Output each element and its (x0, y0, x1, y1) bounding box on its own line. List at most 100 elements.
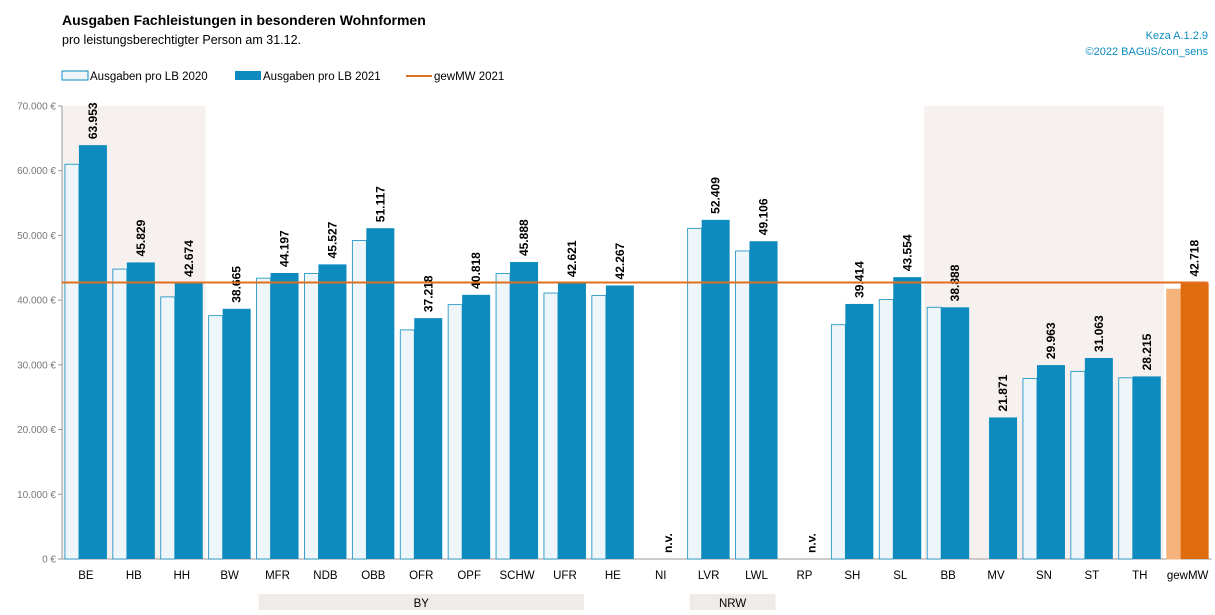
x-tick-label: HE (605, 570, 621, 582)
value-label: n.v. (661, 533, 675, 553)
x-tick-label: ST (1084, 570, 1099, 582)
bar-2020 (1070, 370, 1086, 560)
x-tick-label: TH (1132, 570, 1147, 582)
x-tick-label: LWL (745, 570, 768, 582)
bar-2021 (414, 318, 443, 559)
value-label: 43.554 (900, 234, 914, 271)
y-tick-label: 30.000 € (17, 360, 56, 371)
value-label: 52.409 (709, 177, 723, 214)
x-tick-label: SCHW (499, 570, 534, 582)
bar-2020 (543, 292, 559, 560)
bar-2020 (1166, 288, 1182, 560)
bar-2021 (126, 262, 155, 559)
legend-swatch (61, 70, 89, 81)
bar-2021 (749, 241, 778, 559)
x-tick-label: RP (796, 570, 812, 582)
y-tick-label: 60.000 € (17, 166, 56, 177)
bar-2021 (893, 277, 922, 559)
legend-label: gewMW 2021 (434, 71, 504, 83)
x-tick-label: MV (987, 570, 1005, 582)
bar-2020 (447, 304, 463, 560)
bar-2021 (605, 285, 634, 559)
bar-2020 (591, 295, 607, 560)
x-tick-label: SN (1036, 570, 1052, 582)
x-tick-label: HB (126, 570, 142, 582)
bar-2021 (366, 228, 395, 559)
x-tick-label: LVR (698, 570, 720, 582)
value-label: 45.888 (517, 219, 531, 256)
x-tick-label: NDB (313, 570, 338, 582)
value-label: 21.871 (996, 374, 1010, 411)
x-tick-label: OBB (361, 570, 386, 582)
x-tick-label: BB (940, 570, 956, 582)
x-tick-label: OFR (409, 570, 433, 582)
y-tick-label: 70.000 € (17, 102, 56, 113)
x-tick-label: OPF (457, 570, 481, 582)
y-tick-label: 20.000 € (17, 425, 56, 436)
value-label: 45.527 (325, 221, 339, 258)
bar-2021 (222, 308, 251, 559)
bar-2021 (174, 282, 203, 559)
value-label: 38.665 (230, 266, 244, 303)
x-tick-label: SH (844, 570, 860, 582)
legend-label: Ausgaben pro LB 2021 (263, 71, 381, 83)
value-label: 37.218 (421, 275, 435, 312)
value-label: 42.674 (182, 240, 196, 277)
bar-2020 (399, 329, 415, 560)
y-tick-label: 0 € (42, 555, 56, 566)
bar-2021 (1132, 376, 1161, 559)
value-label: 44.197 (278, 230, 292, 267)
value-label: 42.267 (613, 242, 627, 279)
bar-2020 (351, 240, 367, 560)
bar-2020 (112, 268, 128, 560)
x-tick-label: gewMW (1167, 570, 1209, 582)
x-tick-label: UFR (553, 570, 577, 582)
value-label: 51.117 (373, 186, 387, 222)
value-label: 40.818 (469, 252, 483, 289)
bar-2021 (845, 303, 874, 559)
bar-2021 (701, 219, 730, 559)
bar-2020 (878, 299, 894, 560)
bar-2020 (687, 227, 703, 560)
source-code: Keza A.1.2.9 (1146, 30, 1208, 42)
chart-title: Ausgaben Fachleistungen in besonderen Wo… (62, 12, 426, 28)
chart-subtitle: pro leistungsberechtigter Person am 31.1… (62, 33, 301, 47)
group-label: BY (414, 598, 430, 610)
legend-label: Ausgaben pro LB 2020 (90, 71, 208, 83)
y-tick-label: 40.000 € (17, 296, 56, 307)
value-label: 31.063 (1092, 315, 1106, 352)
bar-2021 (941, 307, 970, 559)
bar-2020 (304, 273, 319, 560)
group-band (258, 594, 584, 610)
bar-2021 (510, 262, 539, 559)
x-tick-label: BW (220, 570, 239, 582)
value-label: 42.621 (565, 240, 579, 277)
value-label: 28.215 (1140, 333, 1154, 370)
value-label: 45.829 (134, 219, 148, 256)
value-label: 49.106 (757, 198, 771, 235)
bar-2020 (830, 324, 846, 560)
bar-2020 (735, 250, 750, 560)
bar-2021 (78, 145, 107, 559)
bar-2021 (270, 272, 299, 559)
bar-2020 (64, 163, 80, 560)
value-label: 39.414 (852, 261, 866, 298)
value-label: 29.963 (1044, 322, 1058, 359)
bar-2020 (208, 315, 224, 560)
bar-2020 (160, 296, 176, 560)
value-label: 63.953 (86, 102, 100, 139)
value-label: n.v. (804, 533, 818, 553)
bar-2021 (462, 294, 491, 559)
x-tick-label: NI (655, 570, 667, 582)
source: ©2022 BAGüS/con_sens (1086, 46, 1209, 58)
value-label: 42.718 (1188, 240, 1202, 277)
bar-2021 (989, 417, 1018, 559)
bar-2021 (1036, 365, 1065, 559)
x-tick-label: MFR (265, 570, 290, 582)
bar-2020 (1118, 377, 1134, 560)
y-tick-label: 10.000 € (17, 490, 56, 501)
bar-2020 (1022, 378, 1038, 560)
bar-2020 (495, 273, 511, 560)
bar-2021 (318, 264, 347, 559)
